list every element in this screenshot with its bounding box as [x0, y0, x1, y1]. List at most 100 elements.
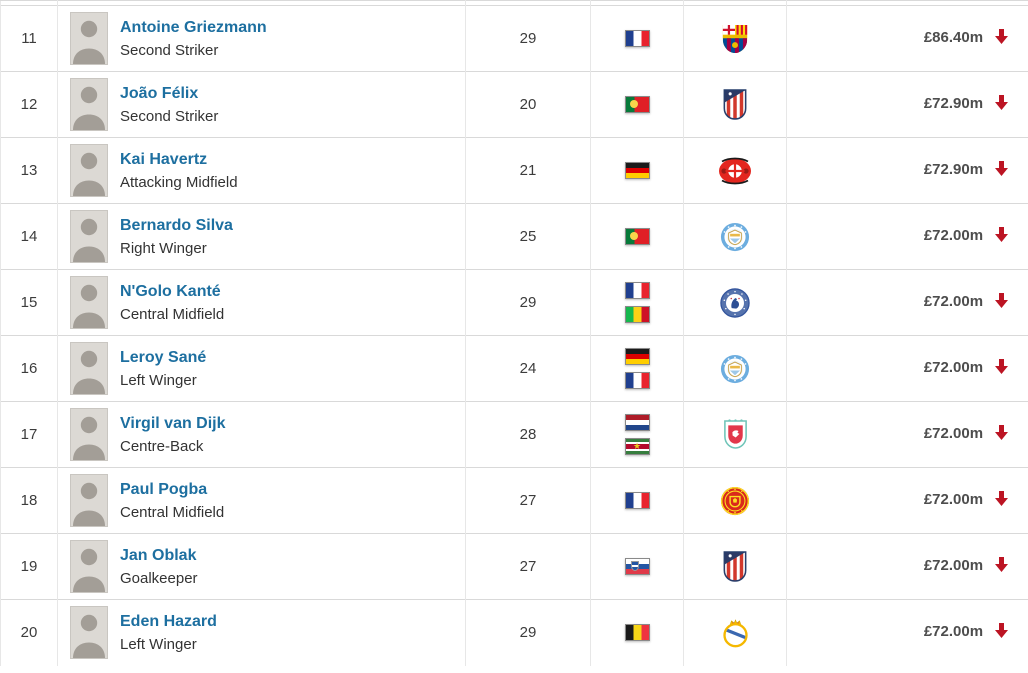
player-cell: Bernardo Silva Right Winger: [58, 210, 465, 263]
player-silhouette-icon: [71, 607, 107, 659]
table-row: 12 João Félix Second Striker 20 £7: [0, 71, 1028, 138]
table-row: 19 Jan Oblak Goalkeeper 27 £72.00m: [0, 533, 1028, 600]
rank-number: 16: [20, 360, 38, 377]
player-position: Attacking Midfield: [120, 173, 238, 191]
table-row: 18 Paul Pogba Central Midfield 27: [0, 467, 1028, 534]
nationality-flags: [624, 624, 650, 642]
portugal-flag-icon: [624, 95, 650, 113]
player-photo[interactable]: [70, 144, 108, 197]
table-row: 11 Antoine Griezmann Second Striker 29: [0, 5, 1028, 72]
player-name-link[interactable]: João Félix: [120, 84, 199, 102]
rank-number: 19: [20, 558, 38, 575]
trend-down-arrow-icon: [994, 160, 1008, 181]
player-position: Left Winger: [120, 635, 197, 653]
nationality-flags: [624, 414, 650, 455]
player-position: Right Winger: [120, 239, 207, 257]
market-value: £72.00m: [923, 358, 984, 376]
player-name-link[interactable]: Jan Oblak: [120, 546, 197, 564]
player-silhouette-icon: [71, 277, 107, 328]
suriname-flag-icon: [624, 438, 650, 455]
market-value: £72.00m: [923, 226, 984, 244]
nationality-flags: [624, 491, 650, 509]
player-age: 29: [519, 624, 537, 642]
player-age: 29: [519, 294, 537, 311]
trend-down-arrow-icon: [994, 622, 1008, 643]
portugal-flag-icon: [624, 227, 650, 245]
fc-barcelona-crest-icon[interactable]: [718, 23, 752, 55]
rank-number: 20: [20, 624, 38, 642]
player-position: Second Striker: [120, 107, 219, 125]
trend-down-arrow-icon: [994, 226, 1008, 247]
player-photo[interactable]: [70, 78, 108, 131]
market-value: £72.90m: [923, 94, 984, 112]
nationality-flags: [624, 282, 650, 323]
player-photo[interactable]: [70, 12, 108, 65]
player-name-link[interactable]: Antoine Griezmann: [120, 18, 267, 36]
table-row: 16 Leroy Sané Left Winger 24 £72.0: [0, 335, 1028, 402]
trend-down-arrow-icon: [994, 424, 1008, 445]
table-row: 13 Kai Havertz Attacking Midfield 21: [0, 137, 1028, 204]
player-name-link[interactable]: Eden Hazard: [120, 612, 217, 630]
table-row: 14 Bernardo Silva Right Winger 25: [0, 203, 1028, 270]
rank-number: 11: [21, 30, 37, 47]
market-value: £72.00m: [923, 556, 984, 574]
player-photo[interactable]: [70, 540, 108, 593]
player-silhouette-icon: [71, 13, 107, 64]
trend-down-arrow-icon: [994, 94, 1008, 115]
nationality-flags: [624, 29, 650, 47]
manchester-united-crest-icon[interactable]: [718, 485, 752, 517]
player-photo[interactable]: [70, 606, 108, 660]
player-name-link[interactable]: Paul Pogba: [120, 480, 208, 498]
real-madrid-crest-icon[interactable]: [718, 617, 752, 649]
player-cell: Eden Hazard Left Winger: [58, 606, 465, 660]
player-silhouette-icon: [71, 541, 107, 592]
nationality-flags: [624, 348, 650, 389]
nationality-flags: [624, 227, 650, 245]
player-photo[interactable]: [70, 276, 108, 329]
player-age: 21: [519, 162, 537, 179]
player-cell: Virgil van Dijk Centre-Back: [58, 408, 465, 461]
chelsea-crest-icon[interactable]: [718, 287, 752, 319]
atletico-madrid-crest-icon[interactable]: [718, 551, 752, 583]
bayer-leverkusen-crest-icon[interactable]: [718, 155, 752, 187]
player-silhouette-icon: [71, 79, 107, 130]
trend-down-arrow-icon: [994, 490, 1008, 511]
germany-flag-icon: [624, 161, 650, 179]
player-cell: Leroy Sané Left Winger: [58, 342, 465, 395]
player-photo[interactable]: [70, 210, 108, 263]
market-value: £72.00m: [923, 490, 984, 508]
player-cell: Paul Pogba Central Midfield: [58, 474, 465, 527]
player-name-link[interactable]: Virgil van Dijk: [120, 414, 226, 432]
player-position: Centre-Back: [120, 437, 204, 455]
trend-down-arrow-icon: [994, 358, 1008, 379]
atletico-madrid-crest-icon[interactable]: [718, 89, 752, 121]
player-age: 24: [519, 360, 537, 377]
player-photo[interactable]: [70, 408, 108, 461]
player-silhouette-icon: [71, 409, 107, 460]
player-name-link[interactable]: N'Golo Kanté: [120, 282, 221, 300]
manchester-city-crest-icon[interactable]: [718, 353, 752, 385]
slovenia-flag-icon: [624, 557, 650, 575]
france-flag-icon: [624, 372, 650, 389]
player-cell: N'Golo Kanté Central Midfield: [58, 276, 465, 329]
player-name-link[interactable]: Bernardo Silva: [120, 216, 233, 234]
player-position: Goalkeeper: [120, 569, 198, 587]
france-flag-icon: [624, 282, 650, 299]
market-value: £72.00m: [923, 292, 984, 310]
player-name-link[interactable]: Leroy Sané: [120, 348, 207, 366]
player-silhouette-icon: [71, 343, 107, 394]
player-cell: Jan Oblak Goalkeeper: [58, 540, 465, 593]
manchester-city-crest-icon[interactable]: [718, 221, 752, 253]
player-position: Central Midfield: [120, 503, 225, 521]
liverpool-crest-icon[interactable]: [718, 419, 752, 451]
market-value: £86.40m: [923, 28, 984, 46]
france-flag-icon: [624, 29, 650, 47]
player-name-link[interactable]: Kai Havertz: [120, 150, 208, 168]
player-silhouette-icon: [71, 211, 107, 262]
rank-number: 17: [20, 426, 38, 443]
market-value: £72.90m: [923, 160, 984, 178]
player-photo[interactable]: [70, 342, 108, 395]
player-photo[interactable]: [70, 474, 108, 527]
